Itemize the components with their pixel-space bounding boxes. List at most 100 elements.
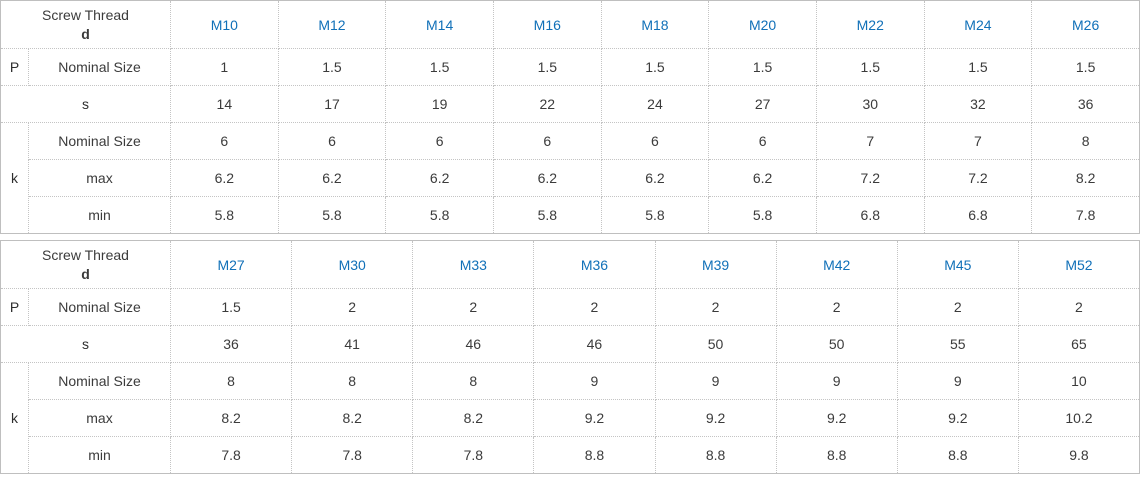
k-nominal-cell: 6	[600, 122, 710, 160]
k-min-cell: 5.8	[385, 196, 494, 234]
column-header-m45: M45	[896, 240, 1019, 289]
p-nominal-cell: 1.5	[277, 48, 387, 86]
k-nominal-cell: 6	[277, 122, 387, 160]
k-nominal-cell: 8	[1031, 122, 1140, 160]
column-header-m27: M27	[169, 240, 293, 289]
column-header-m20: M20	[708, 0, 817, 49]
k-nominal-row: k Nominal Size 6 6 6 6 6 6 7 7 8	[0, 122, 1140, 234]
s-cell: 46	[533, 325, 656, 363]
s-cell: 22	[492, 85, 602, 123]
p-row: P Nominal Size 1 1.5 1.5 1.5 1.5 1.5 1.5 1.5 1.5	[0, 48, 1140, 86]
k-nominal-cell: 6	[708, 122, 817, 160]
s-row: s 14 17 19 22 24 27 30 32 36	[0, 85, 1140, 123]
corner-header-screw-thread-d: Screw Thread d	[0, 0, 171, 49]
column-header-m24: M24	[923, 0, 1033, 49]
k-min-cell: 7.8	[169, 436, 293, 474]
row-sublabel-min: min	[28, 196, 171, 234]
k-max-cell: 6.2	[277, 159, 387, 197]
k-nominal-cell: 8	[169, 362, 293, 400]
p-row: P Nominal Size 1.5 2 2 2 2 2 2 2	[0, 288, 1141, 326]
p-nominal-cell: 1.5	[385, 48, 494, 86]
corner-label-line1: Screw Thread	[42, 6, 129, 23]
s-cell: 50	[775, 325, 898, 363]
row-label-p: P	[0, 48, 29, 86]
s-cell: 14	[170, 85, 279, 123]
row-sublabel-nominal-size: Nominal Size	[28, 362, 171, 400]
k-max-cell: 6.2	[385, 159, 494, 197]
row-label-s: s	[0, 85, 171, 123]
s-cell: 24	[600, 85, 710, 123]
s-cell: 36	[169, 325, 293, 363]
k-max-cell: 9.2	[775, 399, 898, 437]
s-cell: 19	[385, 85, 494, 123]
row-sublabel-nominal-size: Nominal Size	[28, 288, 171, 326]
k-nominal-cell: 8	[412, 362, 535, 400]
column-header-m26: M26	[1031, 0, 1140, 49]
k-min-cell: 8.8	[775, 436, 898, 474]
row-sublabel-max: max	[28, 159, 171, 197]
k-nominal-cell: 9	[533, 362, 656, 400]
k-nominal-cell: 8	[291, 362, 414, 400]
k-nominal-cell: 7	[815, 122, 925, 160]
k-min-cell: 6.8	[815, 196, 925, 234]
k-nominal-cell: 9	[896, 362, 1019, 400]
p-nominal-cell: 1	[170, 48, 279, 86]
k-min-cell: 5.8	[277, 196, 387, 234]
k-nominal-cell: 6	[492, 122, 602, 160]
row-sublabel-max: max	[28, 399, 171, 437]
p-nominal-cell: 1.5	[923, 48, 1033, 86]
k-max-cell: 9.2	[533, 399, 656, 437]
k-min-cell: 7.8	[1031, 196, 1140, 234]
s-cell: 17	[277, 85, 387, 123]
p-nominal-cell: 2	[533, 288, 656, 326]
s-cell: 46	[412, 325, 535, 363]
k-min-cell: 5.8	[708, 196, 817, 234]
corner-label-line1: Screw Thread	[42, 246, 129, 263]
k-max-cell: 9.2	[654, 399, 777, 437]
column-header-m30: M30	[291, 240, 414, 289]
header-row: Screw Thread d M10 M12 M14 M16 M18 M20 M22 M24 M26	[0, 0, 1140, 49]
row-sublabel-nominal-size: Nominal Size	[28, 122, 171, 160]
p-nominal-cell: 2	[412, 288, 535, 326]
s-cell: 36	[1031, 85, 1140, 123]
s-row: s 36 41 46 46 50 50 55 65	[0, 325, 1141, 363]
k-min-cell: 8.8	[654, 436, 777, 474]
p-nominal-cell: 1.5	[815, 48, 925, 86]
k-nominal-cell: 6	[170, 122, 279, 160]
k-max-cell: 8.2	[412, 399, 535, 437]
k-min-cell: 6.8	[923, 196, 1033, 234]
k-min-cell: 8.8	[896, 436, 1019, 474]
corner-header-screw-thread-d: Screw Thread d	[0, 240, 171, 289]
k-min-row: min 7.8 7.8 7.8 8.8 8.8 8.8 8.8 9.8	[1, 436, 1141, 474]
column-header-m33: M33	[412, 240, 535, 289]
s-cell: 50	[654, 325, 777, 363]
row-sublabel-nominal-size: Nominal Size	[28, 48, 171, 86]
s-cell: 32	[923, 85, 1033, 123]
k-max-cell: 6.2	[708, 159, 817, 197]
row-sublabel-min: min	[28, 436, 171, 474]
p-nominal-cell: 2	[775, 288, 898, 326]
k-nominal-cell: 7	[923, 122, 1033, 160]
k-nominal-row: k Nominal Size 8 8 8 9 9 9 9 10	[0, 362, 1141, 474]
row-label-s: s	[0, 325, 171, 363]
s-cell: 30	[815, 85, 925, 123]
row-label-k: k	[0, 122, 29, 234]
p-nominal-cell: 1.5	[1031, 48, 1140, 86]
k-max-cell: 6.2	[492, 159, 602, 197]
p-nominal-cell: 2	[896, 288, 1019, 326]
column-header-m16: M16	[492, 0, 602, 49]
column-header-m10: M10	[170, 0, 279, 49]
corner-label-line2: d	[81, 265, 90, 282]
column-header-m18: M18	[600, 0, 710, 49]
k-max-cell: 6.2	[600, 159, 710, 197]
column-header-m12: M12	[277, 0, 387, 49]
k-max-cell: 7.2	[815, 159, 925, 197]
k-min-cell: 7.8	[291, 436, 414, 474]
k-min-cell: 5.8	[492, 196, 602, 234]
s-cell: 27	[708, 85, 817, 123]
k-max-cell: 7.2	[923, 159, 1033, 197]
row-label-k: k	[0, 362, 29, 474]
k-max-cell: 8.2	[1031, 159, 1140, 197]
